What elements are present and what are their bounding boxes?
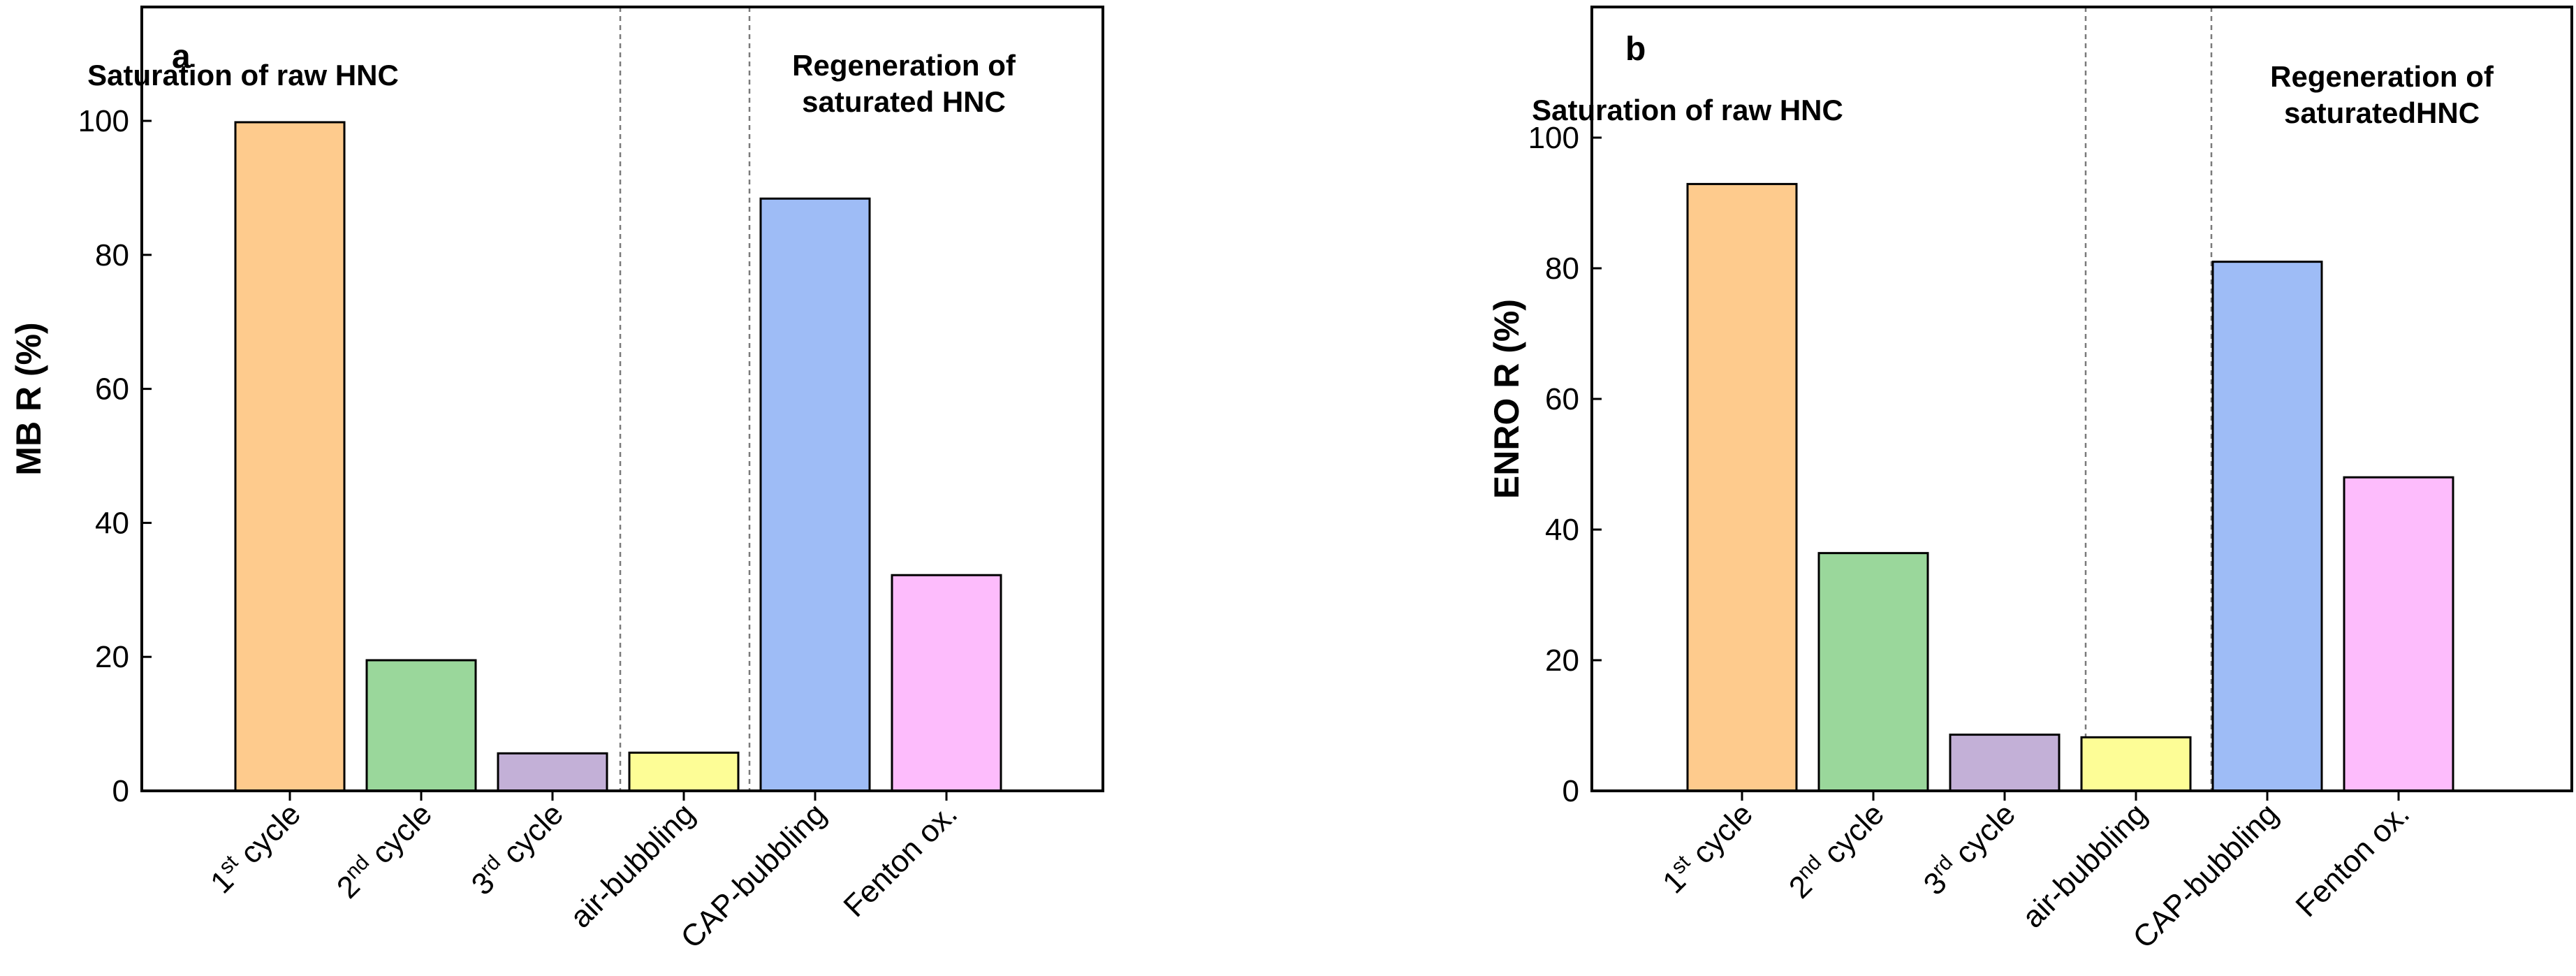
y-tick-label: 60 — [95, 372, 129, 407]
x-category-label: 2nd cycle — [1781, 795, 1891, 905]
y-tick-label: 0 — [1563, 774, 1579, 808]
y-tick-label: 40 — [1545, 513, 1579, 547]
bar-1 — [1686, 182, 1798, 792]
x-category-label: 1st cycle — [1655, 795, 1759, 900]
y-tick-label: 20 — [1545, 643, 1579, 678]
section-annotation: Regeneration of — [792, 49, 1016, 82]
x-category-label: air-bubbling — [2016, 796, 2153, 934]
panel-label: b — [1625, 31, 1646, 68]
bar-4 — [628, 751, 740, 792]
y-axis-label: MB R (%) — [9, 322, 48, 475]
y-tick-label: 0 — [112, 774, 129, 808]
x-category-label: 3rd cycle — [464, 795, 570, 901]
section-annotation: saturatedHNC — [2284, 96, 2480, 129]
bar-6 — [891, 574, 1002, 792]
section-annotation: Saturation of raw HNC — [1532, 94, 1843, 126]
plot-frame — [140, 6, 1104, 792]
x-category-label: 1st cycle — [203, 795, 307, 900]
bar-5 — [759, 197, 871, 792]
y-tick-label: 100 — [78, 104, 129, 138]
bar-3 — [1949, 734, 2061, 792]
x-category-label: Fenton ox. — [837, 796, 964, 924]
section-annotation: Regeneration of — [2270, 60, 2494, 93]
panel-label: a — [172, 38, 191, 75]
bar-3 — [497, 752, 608, 792]
section-annotation: saturated HNC — [802, 85, 1006, 118]
bar-2 — [365, 659, 477, 792]
bar-1 — [234, 121, 346, 792]
bar-2 — [1817, 552, 1929, 792]
x-category-label: Fenton ox. — [2289, 796, 2416, 924]
y-tick-label: 60 — [1545, 382, 1579, 416]
y-tick-label: 80 — [95, 238, 129, 272]
y-tick-label: 20 — [95, 640, 129, 674]
x-category-label: air-bubbling — [564, 796, 701, 934]
x-category-label: 2nd cycle — [329, 795, 439, 905]
y-tick-label: 80 — [1545, 252, 1579, 286]
y-axis-label: ENRO R (%) — [1487, 299, 1526, 499]
bar-5 — [2211, 261, 2323, 792]
x-category-label: 3rd cycle — [1916, 795, 2022, 901]
y-tick-label: 40 — [95, 506, 129, 540]
bar-6 — [2343, 476, 2454, 792]
y-tick-label: 100 — [1528, 121, 1579, 155]
bar-4 — [2080, 736, 2192, 792]
section-annotation: Saturation of raw HNC — [87, 59, 399, 92]
